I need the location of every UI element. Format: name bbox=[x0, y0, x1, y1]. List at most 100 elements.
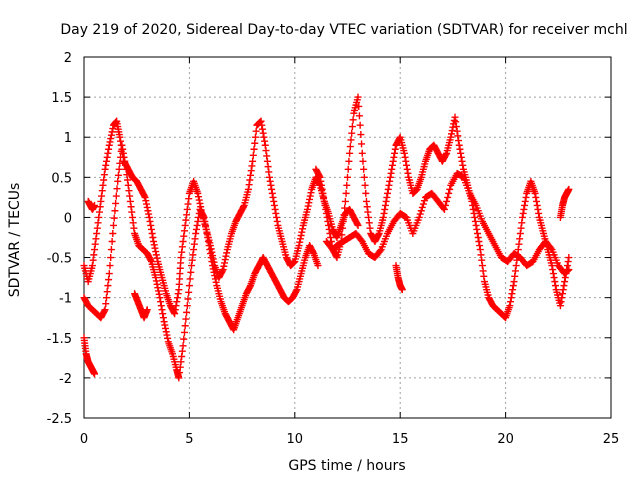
data-point bbox=[515, 240, 523, 248]
data-point bbox=[117, 137, 125, 145]
data-point bbox=[457, 153, 465, 161]
data-point bbox=[388, 161, 396, 169]
data-point bbox=[145, 210, 153, 218]
data-point bbox=[171, 306, 179, 314]
data-point bbox=[151, 244, 159, 252]
data-point bbox=[550, 274, 558, 282]
data-point bbox=[114, 177, 122, 185]
data-point bbox=[209, 265, 217, 273]
data-point bbox=[162, 328, 170, 336]
data-series bbox=[131, 290, 151, 322]
y-tick-labels: 2 1.5 1 0.5 0 -0.5 -1 -1.5 -2 -2.5 bbox=[47, 51, 72, 427]
data-point bbox=[140, 192, 148, 200]
data-point bbox=[404, 169, 412, 177]
data-point bbox=[206, 246, 214, 254]
data-point bbox=[307, 189, 315, 197]
data-point bbox=[247, 167, 255, 175]
data-point bbox=[263, 157, 271, 165]
data-point bbox=[458, 157, 466, 165]
data-point bbox=[447, 130, 455, 138]
data-point bbox=[452, 118, 460, 126]
data-point bbox=[306, 192, 314, 200]
data-point bbox=[177, 254, 185, 262]
data-point bbox=[376, 247, 384, 255]
data-point bbox=[322, 205, 330, 213]
data-point bbox=[324, 217, 332, 225]
data-point bbox=[507, 298, 515, 306]
data-point bbox=[100, 176, 108, 184]
data-point bbox=[342, 189, 350, 197]
data-point bbox=[249, 157, 257, 165]
data-point bbox=[180, 232, 188, 240]
data-point bbox=[101, 306, 109, 314]
data-point bbox=[443, 197, 451, 205]
data-point bbox=[559, 290, 567, 298]
data-point bbox=[105, 276, 113, 284]
data-point bbox=[354, 93, 362, 101]
data-point bbox=[325, 221, 333, 229]
data-point bbox=[522, 193, 530, 201]
data-point bbox=[248, 162, 256, 170]
data-point bbox=[157, 302, 165, 310]
data-point bbox=[202, 221, 210, 229]
data-point bbox=[116, 159, 124, 167]
data-point bbox=[145, 213, 153, 221]
data-point bbox=[452, 123, 460, 131]
data-point bbox=[298, 228, 306, 236]
data-point bbox=[193, 221, 201, 229]
data-point bbox=[269, 193, 277, 201]
data-point bbox=[222, 252, 230, 260]
data-series bbox=[312, 93, 573, 322]
data-point bbox=[191, 235, 199, 243]
data-point bbox=[390, 153, 398, 161]
data-point bbox=[251, 133, 259, 141]
data-point bbox=[204, 238, 212, 246]
data-point bbox=[90, 251, 98, 259]
data-point bbox=[339, 224, 347, 232]
data-point bbox=[517, 224, 525, 232]
data-point bbox=[96, 203, 104, 211]
data-point bbox=[417, 207, 425, 215]
data-point bbox=[159, 310, 167, 318]
data-point bbox=[201, 217, 209, 225]
data-point bbox=[548, 262, 556, 270]
data-point bbox=[93, 224, 101, 232]
data-point bbox=[88, 262, 96, 270]
data-point bbox=[129, 219, 137, 227]
data-point bbox=[358, 149, 366, 157]
data-point bbox=[345, 157, 353, 165]
data-point bbox=[442, 151, 450, 159]
axis-ticks bbox=[83, 56, 612, 419]
data-point bbox=[257, 117, 265, 125]
data-point bbox=[115, 165, 123, 173]
data-point bbox=[152, 248, 160, 256]
data-point bbox=[365, 213, 373, 221]
data-point bbox=[188, 262, 196, 270]
data-point bbox=[353, 220, 361, 228]
data-point bbox=[154, 284, 162, 292]
data-point bbox=[194, 189, 202, 197]
data-point bbox=[112, 199, 120, 207]
data-point bbox=[559, 286, 567, 294]
data-point bbox=[362, 197, 370, 205]
data-point bbox=[144, 207, 152, 215]
x-tick-label: 0 bbox=[80, 432, 88, 447]
data-point bbox=[122, 165, 130, 173]
data-point bbox=[246, 283, 254, 291]
data-point bbox=[354, 221, 362, 229]
data-point bbox=[361, 181, 369, 189]
data-point bbox=[192, 229, 200, 237]
data-point bbox=[219, 266, 227, 274]
data-point bbox=[273, 213, 281, 221]
data-point bbox=[149, 234, 157, 241]
data-point bbox=[128, 208, 136, 216]
data-point bbox=[340, 211, 348, 219]
data-point bbox=[349, 116, 357, 124]
data-point bbox=[319, 189, 327, 197]
data-point bbox=[195, 196, 203, 204]
data-point bbox=[194, 217, 202, 225]
data-point bbox=[556, 302, 564, 310]
data-point bbox=[518, 213, 526, 221]
data-point bbox=[384, 189, 392, 197]
data-point bbox=[95, 213, 103, 221]
